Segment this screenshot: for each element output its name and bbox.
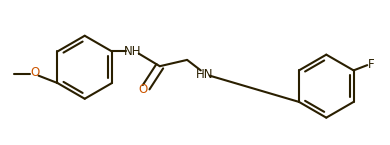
Text: HN: HN (196, 68, 214, 81)
Text: O: O (31, 66, 40, 79)
Text: F: F (368, 58, 375, 71)
Text: NH: NH (124, 45, 141, 58)
Text: O: O (138, 83, 147, 96)
